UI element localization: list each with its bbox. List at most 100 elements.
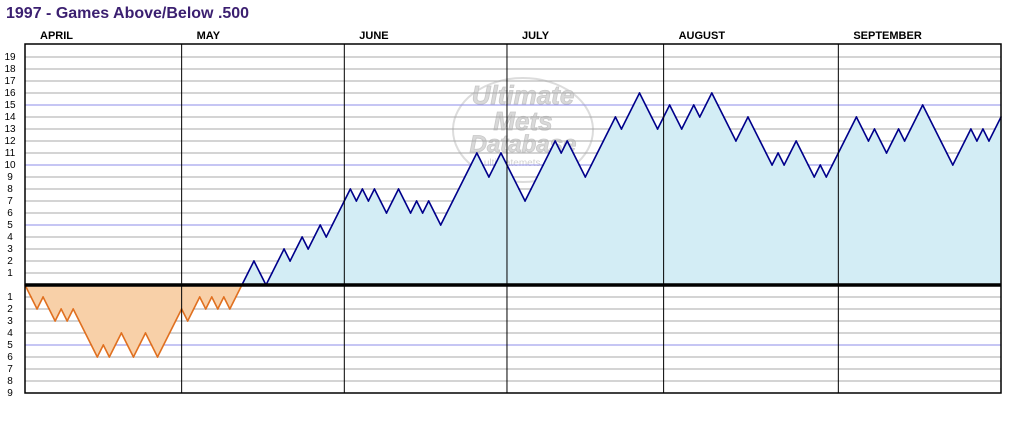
above-500-segment (524, 188, 532, 202)
below-500-segment (42, 296, 50, 310)
above-500-segment (379, 200, 388, 214)
above-500-segment (680, 116, 689, 130)
above-500-segment (771, 152, 779, 166)
below-500-segment (210, 296, 219, 310)
y-tick-label: 9 (7, 172, 13, 183)
above-500-segment (861, 128, 870, 142)
above-500-segment (337, 200, 346, 214)
below-500-segment (138, 332, 147, 346)
below-500-segment (54, 308, 62, 322)
above-500-segment (759, 140, 767, 154)
ultimate-mets-database-watermark: Ultimate Mets Database ultimatemets.com (452, 77, 594, 183)
above-500-segment (783, 152, 791, 166)
above-500-segment (807, 164, 816, 178)
above-500-segment (891, 128, 900, 142)
above-500-segment (560, 140, 569, 154)
below-500-segment (78, 320, 87, 334)
above-500-segment (590, 152, 599, 166)
above-500-segment (614, 116, 623, 130)
y-tick-label: 19 (4, 52, 16, 63)
below-500-segment (235, 284, 243, 298)
below-500-segment (144, 332, 153, 346)
above-500-segment (512, 176, 520, 190)
month-label: JULY (522, 30, 550, 42)
above-500-segment (271, 260, 279, 274)
below-500-segment (186, 308, 195, 322)
above-500-segment (451, 188, 460, 202)
below-500-segment (114, 332, 123, 346)
above-500-segment (247, 260, 255, 274)
above-500-segment (698, 104, 707, 118)
above-500-segment (674, 116, 683, 130)
above-500-segment (801, 152, 810, 166)
below-500-segment (90, 344, 99, 358)
above-500-segment (626, 104, 635, 118)
below-500-segment (108, 344, 117, 358)
below-500-segment (120, 332, 129, 346)
above-500-segment (548, 140, 556, 154)
above-500-segment (397, 188, 406, 202)
below-500-segment (60, 308, 68, 322)
below-500-segment (174, 308, 183, 322)
y-tick-label: 7 (7, 196, 13, 207)
above-500-segment (921, 104, 930, 118)
above-500-segment (849, 116, 858, 130)
y-tick-label: 17 (4, 76, 16, 87)
y-tick-label: 14 (4, 112, 16, 123)
above-500-segment (283, 248, 291, 262)
below-500-segment (204, 296, 213, 310)
month-label: APRIL (40, 30, 73, 42)
below-500-segment (132, 344, 141, 358)
above-500-segment (644, 104, 653, 118)
above-500-segment (994, 116, 1002, 130)
y-tick-label: 2 (7, 256, 13, 267)
below-500-segment (96, 344, 105, 358)
above-500-segment (253, 260, 261, 274)
above-500-segment (325, 224, 334, 238)
y-tick-label: 2 (7, 304, 13, 315)
above-500-segment (482, 164, 490, 178)
y-tick-label: 3 (7, 316, 13, 327)
above-500-segment (367, 188, 376, 202)
above-500-segment (476, 152, 484, 166)
below-500-segment (162, 332, 171, 346)
above-500-segment (650, 116, 659, 130)
below-500-segment (168, 320, 177, 334)
above-500-segment (741, 116, 749, 130)
above-500-segment (409, 200, 418, 214)
y-tick-label: 18 (4, 64, 16, 75)
record-area (24, 92, 1002, 358)
above-500-segment (385, 200, 394, 214)
above-500-segment (843, 128, 852, 142)
above-500-segment (355, 188, 364, 202)
above-500-segment (295, 236, 303, 250)
above-500-segment (729, 128, 737, 142)
above-500-segment (427, 200, 436, 214)
above-500-segment (602, 128, 611, 142)
above-500-segment (313, 224, 322, 238)
above-500-segment (536, 164, 544, 178)
below-500-segment (192, 296, 201, 310)
watermark-line2: Mets (493, 106, 552, 136)
below-500-segment (180, 308, 189, 322)
above-500-segment (855, 116, 864, 130)
above-500-segment (421, 200, 430, 214)
above-500-segment (289, 248, 297, 262)
above-500-segment (578, 164, 587, 178)
above-500-segment (686, 104, 695, 118)
above-500-area (25, 93, 1001, 285)
above-500-segment (265, 272, 273, 286)
y-tick-label: 12 (4, 136, 16, 147)
above-500-segment (331, 212, 340, 226)
below-500-segment (66, 308, 74, 322)
y-tick-label: 5 (7, 340, 13, 351)
above-500-segment (704, 92, 713, 106)
above-500-segment (879, 140, 888, 154)
above-500-segment (867, 128, 876, 142)
y-tick-label: 16 (4, 88, 16, 99)
above-500-segment (554, 140, 562, 154)
above-500-segment (873, 128, 882, 142)
watermark-line3: Database (470, 131, 577, 158)
